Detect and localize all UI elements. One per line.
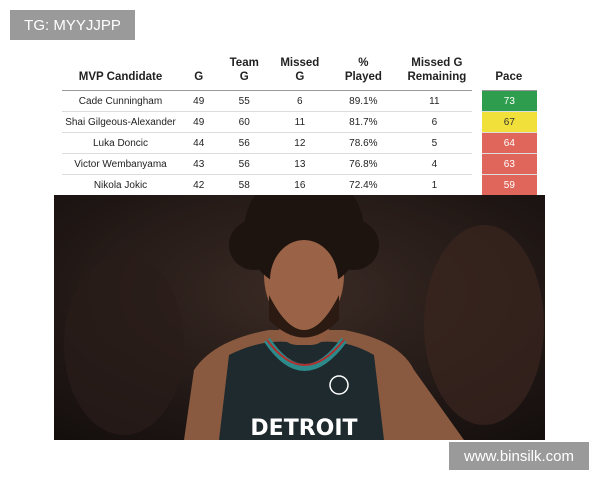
stat-cell: 89.1%: [329, 90, 398, 112]
stat-cell: 6: [397, 111, 477, 133]
stat-cell: 44: [179, 132, 219, 154]
stat-cell: 56: [218, 132, 271, 154]
header-line: Remaining: [407, 71, 467, 83]
pace-cell: 67: [471, 111, 546, 133]
stat-cell: 72.4%: [329, 174, 398, 196]
stat-cell: 16: [270, 174, 330, 196]
stat-cell: 4: [397, 153, 477, 175]
header-line: Played: [344, 71, 382, 83]
table-body: Cade Cunningham 49 55 6 89.1% 11 73 Shai Gilgeo…: [62, 90, 546, 196]
column-header: MVP Candidate: [62, 44, 179, 91]
stat-cell: 13: [270, 153, 330, 175]
stat-cell: 6: [270, 90, 330, 112]
stat-cell: 49: [179, 111, 219, 133]
stat-cell: 1: [397, 174, 477, 196]
stat-cell: 5: [397, 132, 477, 154]
column-header: Missed G: [270, 44, 330, 91]
column-header: % Played: [329, 44, 398, 91]
player-photo: DETROIT: [54, 195, 545, 440]
header-line: G: [239, 71, 249, 83]
table-row: Victor Wembanyama 43 56 13 76.8% 4 63: [62, 153, 546, 175]
watermark: www.binsilk.com: [449, 442, 589, 470]
pace-cell: 73: [471, 90, 546, 112]
stats-table: MVP Candidate G Team G Missed G% Played Missed …: [62, 44, 546, 196]
player-name: Shai Gilgeous-Alexander: [62, 111, 179, 133]
stat-cell: 12: [270, 132, 330, 154]
stat-cell: 11: [270, 111, 330, 133]
player-name: Nikola Jokic: [62, 174, 179, 196]
table-row: Luka Doncic 44 56 12 78.6% 5 64: [62, 132, 546, 154]
header-line: Missed G: [411, 57, 463, 69]
header-line: G: [295, 71, 305, 83]
pace-cell: 63: [471, 153, 546, 175]
stat-cell: 76.8%: [329, 153, 398, 175]
pace-cell: 64: [471, 132, 546, 154]
column-header: Pace: [476, 44, 541, 91]
stat-cell: 78.6%: [329, 132, 398, 154]
stat-cell: 56: [218, 153, 271, 175]
player-name: Luka Doncic: [62, 132, 179, 154]
header-line: Pace: [495, 71, 523, 83]
header-line: %: [358, 57, 369, 69]
stat-cell: 11: [397, 90, 477, 112]
header-line: MVP Candidate: [78, 71, 163, 83]
stat-cell: 43: [179, 153, 219, 175]
header-line: Missed: [280, 57, 320, 69]
column-header: G: [179, 44, 219, 91]
stat-cell: 49: [179, 90, 219, 112]
table-row: Shai Gilgeous-Alexander 49 60 11 81.7% 6 67: [62, 111, 546, 133]
header-row: MVP Candidate G Team G Missed G% Played Missed …: [62, 44, 541, 91]
stat-cell: 58: [218, 174, 271, 196]
stat-cell: 81.7%: [329, 111, 398, 133]
stat-cell: 60: [218, 111, 271, 133]
pace-cell: 59: [471, 174, 546, 196]
column-header: Team G: [218, 44, 271, 91]
table-row: Nikola Jokic 42 58 16 72.4% 1 59: [62, 174, 546, 196]
watermark: TG: MYYJJPP: [10, 10, 135, 40]
player-name: Cade Cunningham: [62, 90, 179, 112]
stat-cell: 42: [179, 174, 219, 196]
stat-cell: 55: [218, 90, 271, 112]
table-row: Cade Cunningham 49 55 6 89.1% 11 73: [62, 90, 546, 112]
column-header: Missed G Remaining: [397, 44, 477, 91]
header-line: G: [194, 71, 204, 83]
jersey-text: DETROIT: [250, 416, 357, 440]
player-name: Victor Wembanyama: [62, 153, 179, 175]
header-line: Team: [229, 57, 259, 69]
